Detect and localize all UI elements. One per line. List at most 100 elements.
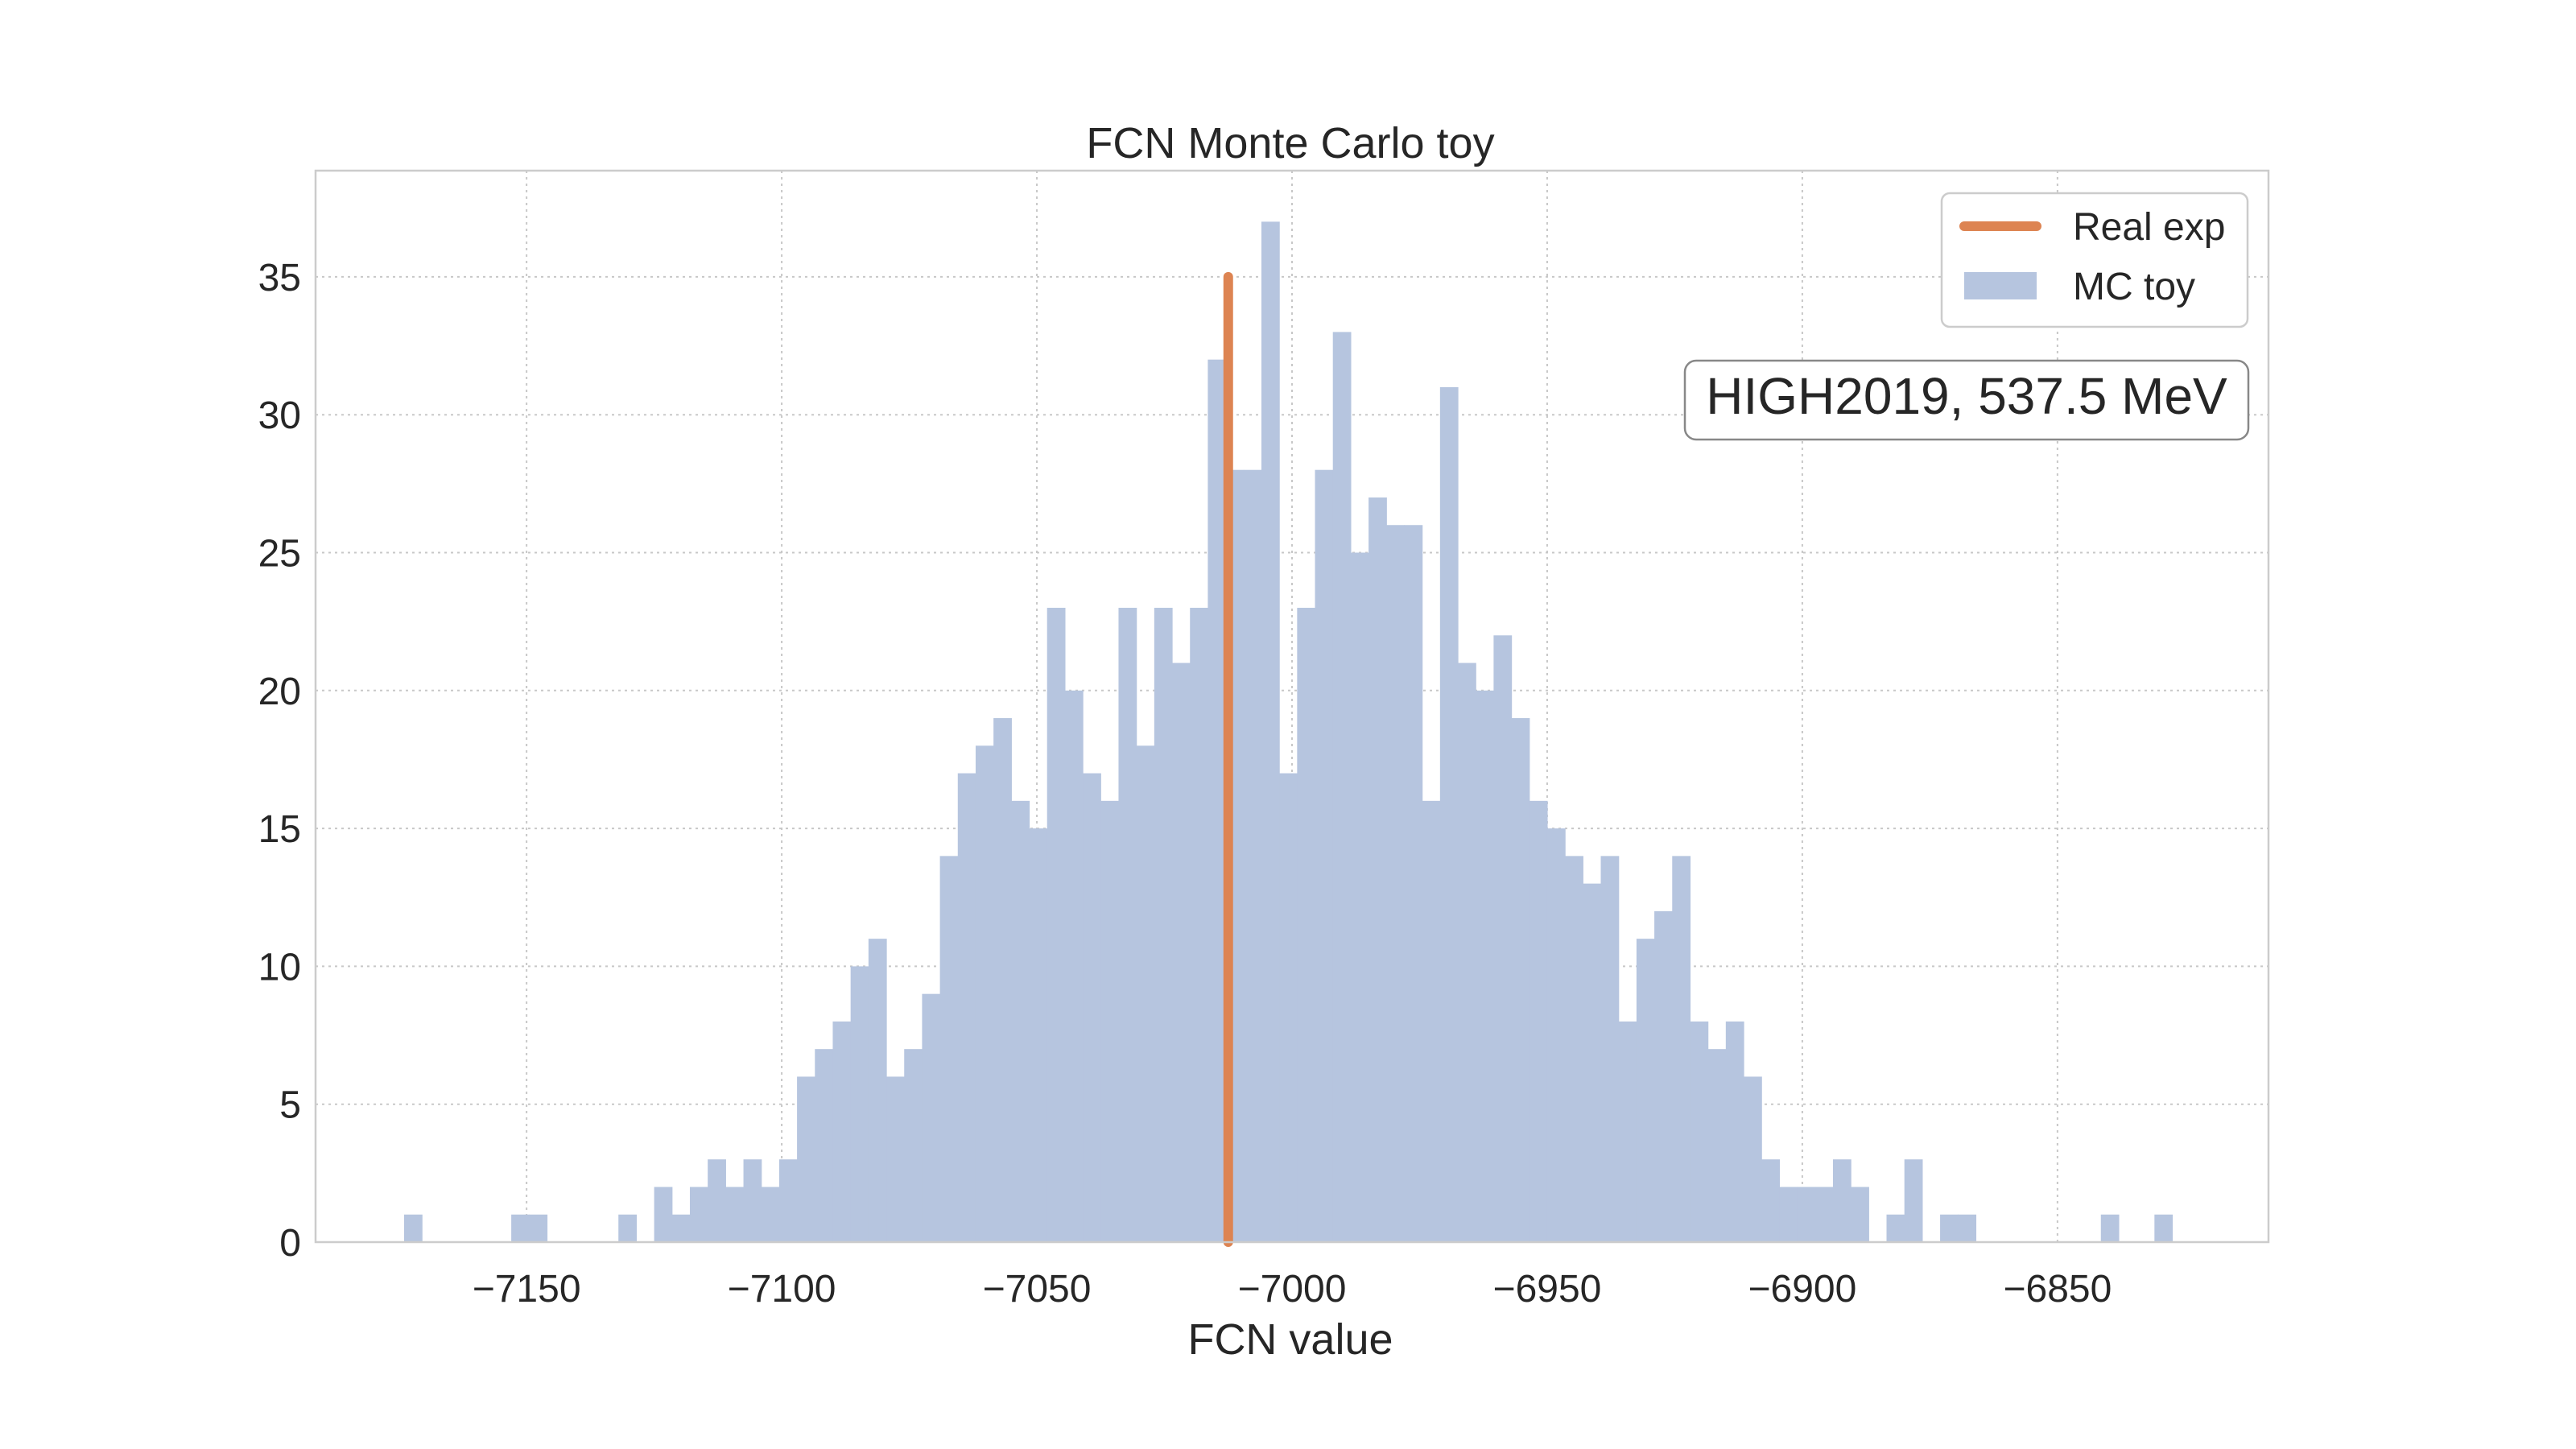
- legend-mc-toy-label: MC toy: [2073, 266, 2195, 308]
- x-tick-label: −6950: [1493, 1268, 1602, 1311]
- histogram-bar: [1618, 1021, 1637, 1242]
- histogram-bar: [1190, 608, 1209, 1242]
- histogram-bar: [2154, 1214, 2174, 1242]
- histogram-bar: [1529, 800, 1548, 1242]
- histogram-bar: [1761, 1159, 1780, 1242]
- histogram-bar: [939, 856, 959, 1242]
- histogram-bar: [850, 966, 869, 1242]
- histogram-bar: [1493, 635, 1513, 1242]
- histogram-bar: [904, 1049, 923, 1242]
- histogram-bar: [1886, 1214, 1905, 1242]
- histogram-bar: [1707, 1049, 1727, 1242]
- histogram-bar: [1315, 469, 1334, 1242]
- annotation-text: HIGH2019, 537.5 MeV: [1706, 367, 2227, 425]
- histogram-bar: [1851, 1187, 1869, 1242]
- histogram-bar: [1439, 386, 1459, 1242]
- grid: [316, 171, 2268, 1243]
- histogram-bar: [511, 1214, 530, 1242]
- histogram-bar: [671, 1214, 691, 1242]
- histogram-bar: [1297, 608, 1316, 1242]
- histogram-bar: [1654, 910, 1673, 1242]
- histogram-bar: [725, 1187, 745, 1242]
- histogram-bar: [957, 773, 976, 1242]
- y-tick-label: 35: [258, 257, 301, 299]
- annotation-frame: [1683, 359, 2250, 441]
- x-axis-label: FCN value: [1187, 1315, 1393, 1364]
- histogram-bar: [1511, 718, 1530, 1242]
- histogram-bar: [1904, 1159, 1923, 1242]
- histogram-bar: [403, 1214, 423, 1242]
- annotation-box: HIGH2019, 537.5 MeV: [1683, 359, 2250, 441]
- histogram-bar: [2100, 1214, 2120, 1242]
- mc-toy-histogram: [403, 221, 2174, 1243]
- histogram-bar: [1422, 800, 1441, 1242]
- x-tick-label: −7050: [983, 1268, 1092, 1311]
- histogram-bar: [708, 1159, 726, 1242]
- histogram-bar: [1208, 359, 1227, 1243]
- histogram-bar: [1958, 1214, 1977, 1242]
- histogram-bar: [1583, 883, 1602, 1242]
- histogram-bar: [1814, 1187, 1834, 1242]
- histogram-bar: [1476, 690, 1494, 1242]
- histogram-bar: [1368, 497, 1387, 1242]
- histogram-bar: [1797, 1187, 1816, 1242]
- histogram-bar: [1404, 525, 1423, 1242]
- histogram-bar: [886, 1076, 905, 1242]
- legend-mc-toy-swatch: [1964, 272, 2037, 299]
- x-tick-labels: −7150 −7100 −7050 −7000 −6950 −6900 −6850: [473, 1268, 2112, 1311]
- histogram-bar: [1546, 828, 1566, 1242]
- histogram-bar: [1832, 1159, 1852, 1242]
- histogram-bar: [743, 1159, 762, 1242]
- histogram-bar: [1083, 773, 1101, 1242]
- histogram-bar: [1940, 1214, 1959, 1242]
- histogram-bar: [815, 1049, 834, 1242]
- histogram-bar: [1243, 469, 1262, 1242]
- histogram-bar: [1118, 608, 1137, 1242]
- legend-real-exp-label: Real exp: [2073, 206, 2225, 249]
- histogram-bar: [1261, 221, 1280, 1242]
- histogram-bar: [1690, 1021, 1709, 1242]
- histogram-bar: [654, 1187, 673, 1242]
- histogram-bar: [1725, 1021, 1744, 1242]
- histogram-bar: [975, 745, 994, 1242]
- histogram-bar: [1029, 828, 1048, 1242]
- histogram-bar: [778, 1159, 798, 1242]
- histogram-bar: [993, 718, 1012, 1242]
- histogram-bar: [1744, 1076, 1762, 1242]
- histogram-bar: [1779, 1187, 1798, 1242]
- legend: Real exp MC toy: [1940, 192, 2249, 328]
- x-tick-label: −7150: [473, 1268, 581, 1311]
- histogram-bar: [1011, 800, 1030, 1242]
- histogram-bar: [1172, 663, 1191, 1242]
- axes-frame: [314, 169, 2270, 1244]
- histogram-bar: [1672, 856, 1691, 1242]
- x-tick-label: −7000: [1238, 1268, 1347, 1311]
- chart-title: FCN Monte Carlo toy: [1086, 119, 1494, 167]
- histogram-bar: [1046, 608, 1066, 1242]
- histogram-bar: [1600, 856, 1620, 1242]
- y-tick-label: 5: [279, 1084, 301, 1127]
- histogram-bar: [922, 993, 941, 1242]
- x-tick-label: −6850: [2003, 1268, 2112, 1311]
- histogram-bar: [1350, 552, 1369, 1242]
- histogram-bar: [1565, 856, 1583, 1242]
- y-tick-label: 20: [258, 671, 301, 713]
- x-tick-label: −6900: [1748, 1268, 1857, 1311]
- histogram-bar: [1386, 525, 1406, 1242]
- histogram-bar: [761, 1187, 780, 1242]
- histogram-bar: [529, 1214, 548, 1242]
- y-tick-label: 30: [258, 394, 301, 437]
- histogram-bar: [618, 1214, 638, 1242]
- y-tick-label: 0: [279, 1222, 301, 1265]
- histogram-bar: [832, 1021, 852, 1242]
- x-tick-label: −7100: [728, 1268, 836, 1311]
- histogram-bar: [1279, 773, 1298, 1242]
- histogram-bar: [1100, 800, 1120, 1242]
- histogram-bar: [1136, 745, 1155, 1242]
- y-tick-label: 25: [258, 533, 301, 576]
- histogram-bar: [1064, 690, 1084, 1242]
- y-tick-labels: 0 5 10 15 20 25 30 35: [258, 257, 301, 1265]
- y-tick-label: 10: [258, 946, 301, 989]
- histogram-bar: [868, 939, 887, 1242]
